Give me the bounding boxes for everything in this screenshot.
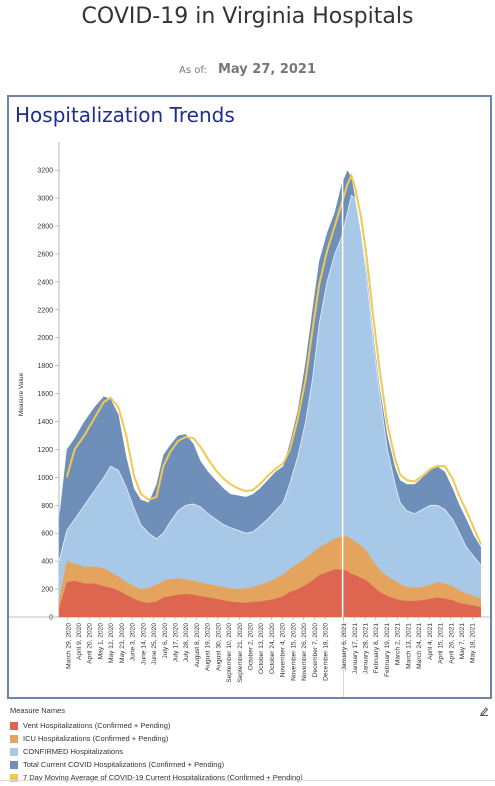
x-tick-label: April 26, 2021 <box>448 623 455 664</box>
footer-divider <box>0 780 495 781</box>
y-tick-label: 1600 <box>37 391 53 398</box>
x-tick-label: February 8, 2021 <box>373 623 380 674</box>
x-tick-label: November 26, 2020 <box>301 623 308 681</box>
x-tick-label: March 2, 2021 <box>395 623 402 665</box>
x-tick-label: September 10, 2020 <box>226 623 233 683</box>
y-tick-label: 0 <box>49 615 53 622</box>
x-tick-label: May 1, 2020 <box>97 623 104 660</box>
x-tick-label: July 17, 2020 <box>172 623 179 663</box>
x-tick-label: March 24, 2021 <box>416 623 423 669</box>
legend-label: 7 Day Moving Average of COVID-19 Current… <box>23 773 303 782</box>
x-tick-label: November 15, 2020 <box>290 623 297 681</box>
legend-item-moving-average[interactable]: 7 Day Moving Average of COVID-19 Current… <box>10 771 490 784</box>
y-tick-label: 2400 <box>37 279 53 286</box>
x-tick-label: December 18, 2020 <box>323 623 330 681</box>
x-tick-label: June 3, 2020 <box>130 623 137 661</box>
legend-swatch <box>10 773 18 782</box>
y-tick-label: 2800 <box>37 224 53 231</box>
x-tick-label: May 7, 2021 <box>459 623 466 660</box>
panel-title: Hospitalization Trends <box>15 103 235 127</box>
x-tick-label: April 15, 2021 <box>438 623 445 664</box>
legend-item-confirmed[interactable]: CONFIRMED Hospitalizations <box>10 745 490 758</box>
x-tick-label: January 28, 2021 <box>363 623 370 674</box>
y-tick-label: 2600 <box>37 251 53 258</box>
y-tick-label: 1800 <box>37 363 53 370</box>
x-tick-label: October 2, 2020 <box>248 623 255 671</box>
legend-swatch <box>10 747 18 756</box>
as-of-date: May 27, 2021 <box>217 62 317 77</box>
legend-item-vent[interactable]: Vent Hospitalizations (Confirmed + Pendi… <box>10 719 490 732</box>
x-tick-label: June 25, 2020 <box>151 623 158 665</box>
series-line-moving-average <box>65 172 482 545</box>
legend-swatch <box>10 734 18 743</box>
chart-panel: Hospitalization Trends Measure Value 0 200… <box>7 95 492 699</box>
y-tick-label: 2000 <box>37 335 53 342</box>
hospitalization-chart[interactable]: Measure Value 0 200 400 600 800 1000 1200 1400 16… <box>9 97 490 697</box>
x-tick-label: July 28, 2020 <box>183 623 190 663</box>
x-tick-label: February 19, 2021 <box>384 623 391 677</box>
y-tick-label: 400 <box>41 559 53 566</box>
x-tick-label: November 4, 2020 <box>280 623 287 678</box>
x-tick-label: October 24, 2020 <box>269 623 276 674</box>
y-tick-label: 1400 <box>37 419 53 426</box>
y-tick-label: 3000 <box>37 196 53 203</box>
x-tick-label: January 6, 2021 <box>341 623 348 671</box>
legend-swatch <box>10 760 18 769</box>
x-tick-label: April 9, 2020 <box>76 623 83 660</box>
legend-item-icu[interactable]: ICU Hospitalizations (Confirmed + Pendin… <box>10 732 490 745</box>
y-tick-label: 2200 <box>37 307 53 314</box>
x-tick-label: July 6, 2020 <box>162 623 169 659</box>
legend-swatch <box>10 721 18 730</box>
x-tick-label: August 30, 2020 <box>215 623 222 671</box>
x-tick-label: January 17, 2021 <box>352 623 359 674</box>
series-area-vent <box>59 569 481 617</box>
series-area-confirmed <box>59 195 481 618</box>
x-tick-label: June 14, 2020 <box>140 623 147 665</box>
x-tick-label: May 12, 2020 <box>108 623 115 663</box>
y-tick-label: 1000 <box>37 475 53 482</box>
legend-title: Measure Names <box>10 706 66 715</box>
as-of-label: As of: <box>178 65 207 76</box>
x-tick-label: April 4, 2021 <box>427 623 434 660</box>
y-tick-label: 600 <box>41 531 53 538</box>
x-tick-label: October 13, 2020 <box>258 623 265 674</box>
legend: Measure Names Vent Hospitalizations (Con… <box>10 706 490 784</box>
x-tick-label: March 29, 2020 <box>65 623 72 669</box>
legend-item-total[interactable]: Total Current COVID Hospitalizations (Co… <box>10 758 490 771</box>
legend-label: ICU Hospitalizations (Confirmed + Pendin… <box>23 734 169 743</box>
y-axis-label: Measure Value <box>18 373 25 417</box>
highlight-pen-icon[interactable] <box>479 706 489 716</box>
y-tick-label: 200 <box>41 587 53 594</box>
series-edge-confirmed <box>58 194 482 566</box>
y-tick-label: 1200 <box>37 447 53 454</box>
page-title: COVID-19 in Virginia Hospitals <box>81 4 414 29</box>
x-tick-label: September 21, 2020 <box>237 623 244 683</box>
x-tick-label: August 8, 2020 <box>194 623 201 668</box>
x-tick-label: December 7, 2020 <box>312 623 319 678</box>
x-tick-label: August 19, 2020 <box>205 623 212 671</box>
x-tick-label: May 18, 2021 <box>470 623 477 663</box>
x-tick-label: March 13, 2021 <box>405 623 412 669</box>
legend-label: Total Current COVID Hospitalizations (Co… <box>23 760 225 769</box>
legend-label: Vent Hospitalizations (Confirmed + Pendi… <box>23 721 171 730</box>
y-tick-label: 3200 <box>37 168 53 175</box>
legend-label: CONFIRMED Hospitalizations <box>23 747 124 756</box>
as-of-row: As of: May 27, 2021 <box>0 58 495 77</box>
x-tick-label: April 20, 2020 <box>87 623 94 664</box>
x-tick-label: May 23, 2020 <box>119 623 126 663</box>
y-tick-label: 800 <box>41 503 53 510</box>
